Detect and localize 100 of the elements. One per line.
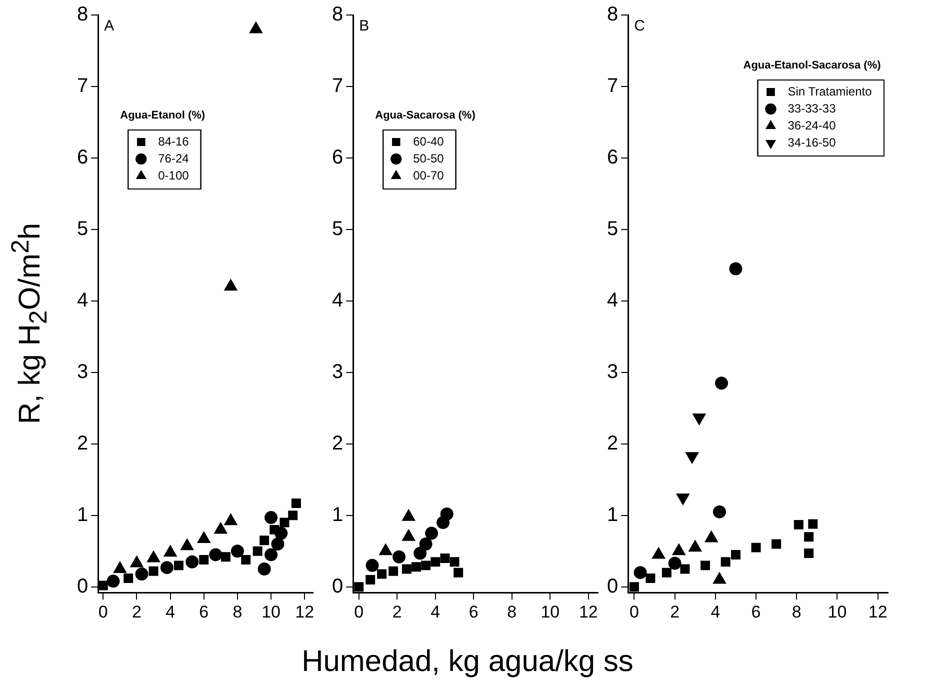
point (260, 536, 270, 546)
point (412, 562, 421, 572)
point (288, 510, 298, 520)
y-tick-label: 5 (77, 218, 88, 240)
point (186, 555, 199, 568)
point (804, 532, 814, 542)
point (224, 279, 238, 291)
legend-label: 36-24-40 (788, 118, 836, 132)
x-tick-label: 0 (629, 602, 639, 622)
annotation: C (634, 18, 646, 35)
point (220, 552, 230, 562)
point (430, 557, 440, 567)
point (634, 566, 647, 580)
legend-label: 00-70 (413, 168, 444, 182)
legend-label: Sin Tratamiento (788, 84, 872, 98)
point (270, 524, 280, 534)
legend-title: Agua-Etanol (%) (120, 110, 206, 122)
x-axis-title: Humedad, kg agua/kg ss (300, 645, 634, 679)
point (751, 542, 761, 552)
x-tick-label: 6 (199, 602, 209, 622)
point (241, 554, 251, 564)
legend-label: 84-16 (158, 134, 190, 148)
point (252, 546, 262, 556)
legend-title: Agua-Etanol-Sacarosa (%) (743, 60, 882, 72)
legend-label: 0-100 (158, 168, 190, 182)
point (414, 546, 427, 560)
y-tick-label: 8 (77, 4, 88, 26)
point (354, 582, 364, 592)
x-tick-label: 4 (430, 602, 440, 622)
y-tick-label: 3 (77, 360, 88, 383)
x-tick-label: 2 (132, 602, 142, 622)
y-tick-label: 2 (77, 432, 88, 454)
point (712, 505, 726, 518)
point (454, 568, 464, 578)
y-tick-label: 0 (607, 575, 618, 598)
x-tick-label: 0 (98, 602, 108, 622)
x-tick-label: 8 (792, 602, 802, 622)
y-tick-label: 7 (607, 75, 618, 97)
point (148, 566, 158, 576)
point (794, 520, 804, 530)
y-tick-label: 3 (607, 360, 618, 383)
y-tick-label: 1 (332, 504, 344, 526)
x-tick-label: 2 (392, 602, 402, 622)
y-tick-label: 1 (77, 504, 88, 526)
x-tick-label: 10 (262, 602, 280, 622)
point (421, 560, 431, 570)
x-tick-label: 0 (354, 602, 364, 622)
point (160, 561, 174, 574)
point (662, 568, 672, 578)
point (264, 511, 278, 524)
point (700, 560, 710, 570)
y-tick-label: 0 (332, 575, 344, 598)
point (106, 574, 120, 588)
x-tick-label: 12 (295, 602, 314, 622)
point (224, 514, 238, 526)
y-tick-label: 3 (332, 360, 344, 383)
point (377, 569, 387, 579)
point (629, 582, 639, 592)
point (180, 538, 194, 550)
point (174, 560, 184, 570)
y-tick-label: 4 (332, 289, 344, 312)
y-tick-label: 4 (607, 289, 618, 312)
y-tick-label: 1 (607, 504, 618, 526)
point (164, 545, 177, 557)
x-tick-label: 12 (868, 602, 888, 622)
legend-label: 60-40 (413, 134, 444, 148)
y-tick-label: 2 (607, 432, 618, 454)
point (199, 554, 209, 564)
y-tick-label: 8 (332, 4, 344, 26)
point (720, 557, 730, 567)
point (209, 548, 222, 562)
y-tick-label: 7 (332, 75, 344, 97)
point (402, 564, 412, 574)
point (366, 558, 379, 572)
point (730, 550, 740, 560)
point (440, 507, 454, 520)
y-tick-label: 4 (77, 289, 88, 312)
point (419, 537, 432, 550)
y-tick-label: 2 (332, 432, 344, 454)
point (230, 544, 244, 558)
legend-label: 34-16-50 (788, 135, 836, 150)
x-tick-label: 6 (468, 602, 478, 622)
annotation: A (104, 18, 114, 35)
point (264, 548, 278, 562)
y-tick-label: 5 (332, 218, 344, 240)
point (258, 562, 271, 576)
y-tick-label: 6 (332, 146, 344, 168)
point (692, 413, 706, 425)
point (280, 518, 290, 528)
point (668, 556, 682, 570)
point (715, 376, 728, 390)
point (772, 539, 782, 549)
point (646, 574, 656, 584)
legend-title: Agua-Sacarosa (%) (375, 110, 476, 122)
point (808, 519, 818, 529)
point (450, 557, 460, 567)
x-tick-label: 12 (578, 602, 598, 622)
legend-label: 76-24 (158, 151, 190, 166)
point (804, 548, 814, 558)
point (440, 554, 450, 564)
